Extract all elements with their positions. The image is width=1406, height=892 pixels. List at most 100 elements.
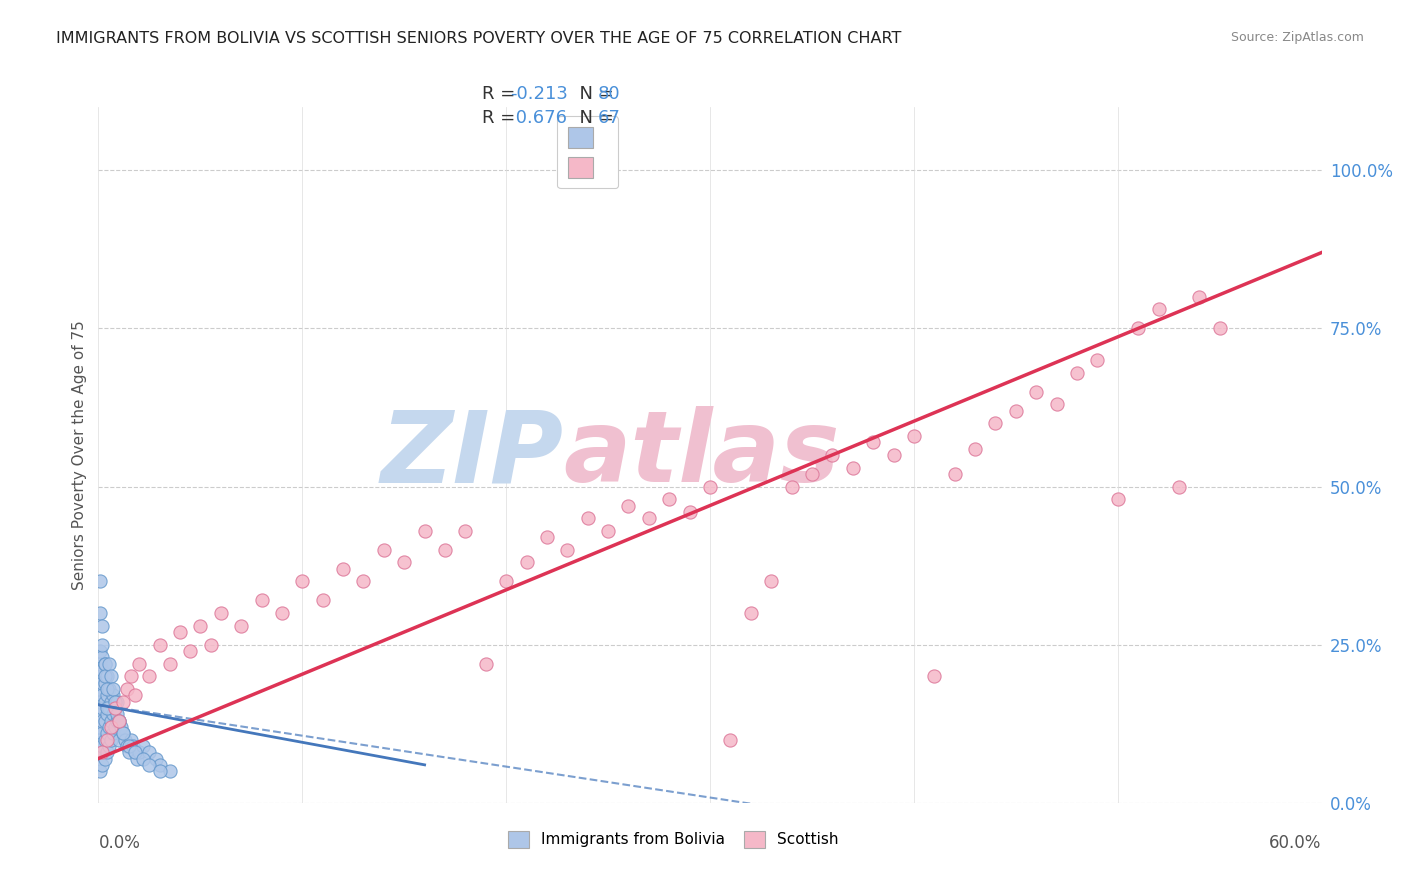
Point xyxy=(100,669,122,683)
Point xyxy=(97,681,120,696)
Point xyxy=(434,542,457,557)
Point xyxy=(679,505,702,519)
Point xyxy=(89,695,111,709)
Point xyxy=(132,739,155,753)
Point xyxy=(100,714,122,728)
Point xyxy=(108,714,131,728)
Point xyxy=(89,745,111,759)
Point xyxy=(89,720,111,734)
Text: -0.213: -0.213 xyxy=(510,85,568,103)
Point xyxy=(127,751,149,765)
Point xyxy=(250,593,273,607)
Point xyxy=(1025,384,1047,399)
Point xyxy=(658,492,681,507)
Point xyxy=(96,669,118,683)
Point xyxy=(93,657,115,671)
Point xyxy=(801,467,824,481)
Point xyxy=(862,435,884,450)
Point xyxy=(169,625,191,640)
Point xyxy=(149,638,172,652)
Point xyxy=(821,448,844,462)
Point xyxy=(115,681,138,696)
Point xyxy=(110,720,132,734)
Point xyxy=(91,675,114,690)
Point xyxy=(93,669,115,683)
Point xyxy=(91,663,114,677)
Point xyxy=(118,739,141,753)
Text: IMMIGRANTS FROM BOLIVIA VS SCOTTISH SENIORS POVERTY OVER THE AGE OF 75 CORRELATI: IMMIGRANTS FROM BOLIVIA VS SCOTTISH SENI… xyxy=(56,31,901,46)
Point xyxy=(495,574,517,589)
Text: N =: N = xyxy=(568,85,620,103)
Point xyxy=(97,739,120,753)
Point xyxy=(105,707,128,722)
Point xyxy=(91,745,114,759)
Point xyxy=(965,442,987,456)
Point xyxy=(1066,366,1088,380)
Point xyxy=(105,695,128,709)
Point xyxy=(536,530,558,544)
Point xyxy=(124,745,146,759)
Point xyxy=(159,657,181,671)
Point xyxy=(1147,302,1170,317)
Point xyxy=(943,467,966,481)
Point xyxy=(122,739,145,753)
Point xyxy=(984,417,1007,431)
Text: 67: 67 xyxy=(598,109,620,127)
Point xyxy=(89,681,111,696)
Point xyxy=(132,751,155,765)
Point xyxy=(100,732,122,747)
Point xyxy=(101,707,124,722)
Point xyxy=(96,701,118,715)
Point xyxy=(108,732,131,747)
Text: 60.0%: 60.0% xyxy=(1270,834,1322,852)
Point xyxy=(96,745,118,759)
Point xyxy=(96,707,118,722)
Point xyxy=(111,726,134,740)
Point xyxy=(120,732,142,747)
Point xyxy=(149,757,172,772)
Text: ZIP: ZIP xyxy=(380,407,564,503)
Point xyxy=(96,726,118,740)
Point xyxy=(89,606,111,620)
Point xyxy=(555,542,579,557)
Point xyxy=(108,714,131,728)
Text: R =: R = xyxy=(482,85,522,103)
Text: R =: R = xyxy=(482,109,522,127)
Point xyxy=(124,745,146,759)
Point xyxy=(598,524,620,538)
Point xyxy=(138,757,160,772)
Point xyxy=(100,695,122,709)
Point xyxy=(1209,321,1232,335)
Point xyxy=(114,732,136,747)
Point xyxy=(1085,353,1108,368)
Point xyxy=(93,714,115,728)
Point xyxy=(516,556,538,570)
Point xyxy=(1107,492,1129,507)
Point xyxy=(91,688,114,702)
Point xyxy=(89,707,111,722)
Point xyxy=(104,720,127,734)
Point xyxy=(188,618,212,632)
Point xyxy=(89,764,111,779)
Point xyxy=(352,574,374,589)
Text: 80: 80 xyxy=(598,85,620,103)
Point xyxy=(96,681,118,696)
Point xyxy=(91,739,114,753)
Point xyxy=(104,701,127,715)
Y-axis label: Seniors Poverty Over the Age of 75: Seniors Poverty Over the Age of 75 xyxy=(72,320,87,590)
Point xyxy=(120,669,142,683)
Point xyxy=(93,732,115,747)
Point xyxy=(699,479,721,493)
Point xyxy=(1045,397,1069,411)
Text: atlas: atlas xyxy=(564,407,839,503)
Point xyxy=(89,732,111,747)
Point xyxy=(474,657,498,671)
Point xyxy=(718,732,742,747)
Point xyxy=(373,542,395,557)
Point xyxy=(93,675,115,690)
Point xyxy=(104,701,127,715)
Point xyxy=(96,732,118,747)
Point xyxy=(1004,403,1026,417)
Point xyxy=(93,695,115,709)
Point xyxy=(209,606,232,620)
